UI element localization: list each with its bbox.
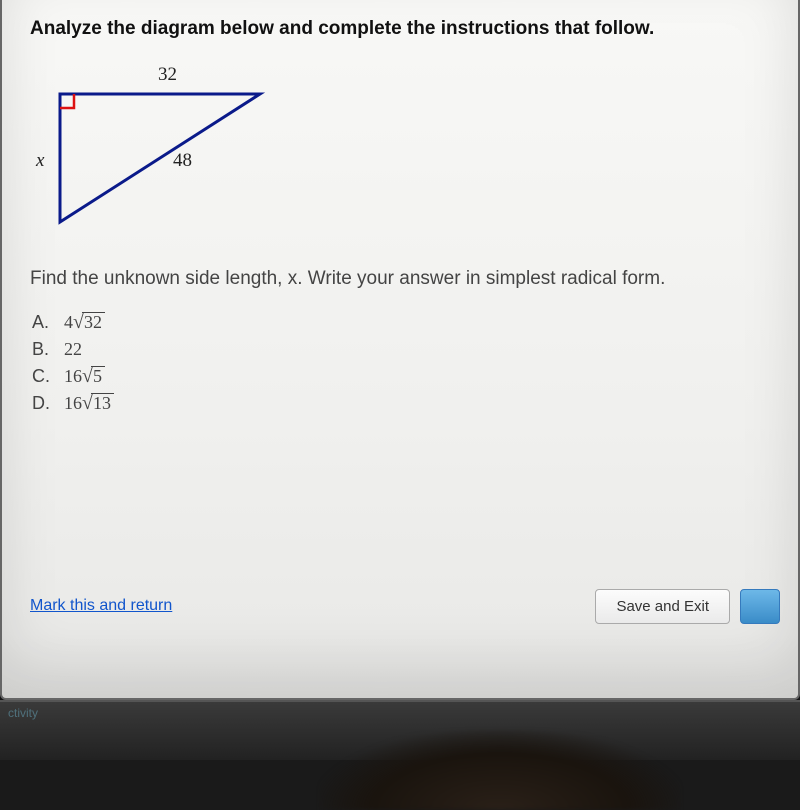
footer-bar: Mark this and return Save and Exit <box>2 570 798 628</box>
app-window: Analyze the diagram below and complete t… <box>0 0 800 700</box>
choice-letter: D. <box>32 393 64 414</box>
choice-value: 16√13 <box>64 393 114 414</box>
choice-value: 16√5 <box>64 366 105 387</box>
label-left-side: x <box>36 150 44 172</box>
choice-letter: C. <box>32 366 64 387</box>
choice-b[interactable]: B. 22 <box>32 339 770 360</box>
choice-a[interactable]: A. 4√32 <box>32 312 770 333</box>
question-panel: Analyze the diagram below and complete t… <box>2 0 798 430</box>
choice-letter: B. <box>32 339 64 360</box>
mark-and-return-link[interactable]: Mark this and return <box>30 597 172 615</box>
triangle-diagram: 32 x 48 <box>38 70 298 240</box>
triangle-svg <box>38 70 298 240</box>
footer-buttons: Save and Exit <box>595 589 780 624</box>
activity-watermark: ctivity <box>0 702 46 724</box>
label-top-side: 32 <box>158 64 177 86</box>
foreground-object <box>320 730 680 810</box>
choice-c[interactable]: C. 16√5 <box>32 366 770 387</box>
label-hypotenuse: 48 <box>173 150 192 172</box>
save-exit-button[interactable]: Save and Exit <box>595 589 730 624</box>
choice-d[interactable]: D. 16√13 <box>32 393 770 414</box>
choice-letter: A. <box>32 312 64 333</box>
choice-value: 22 <box>64 339 82 360</box>
next-button[interactable] <box>740 589 780 624</box>
choice-value: 4√32 <box>64 312 105 333</box>
answer-choices: A. 4√32 B. 22 C. 16√5 D. 16√13 <box>32 312 770 414</box>
instruction-text: Analyze the diagram below and complete t… <box>30 18 770 40</box>
prompt-text: Find the unknown side length, x. Write y… <box>30 268 770 290</box>
